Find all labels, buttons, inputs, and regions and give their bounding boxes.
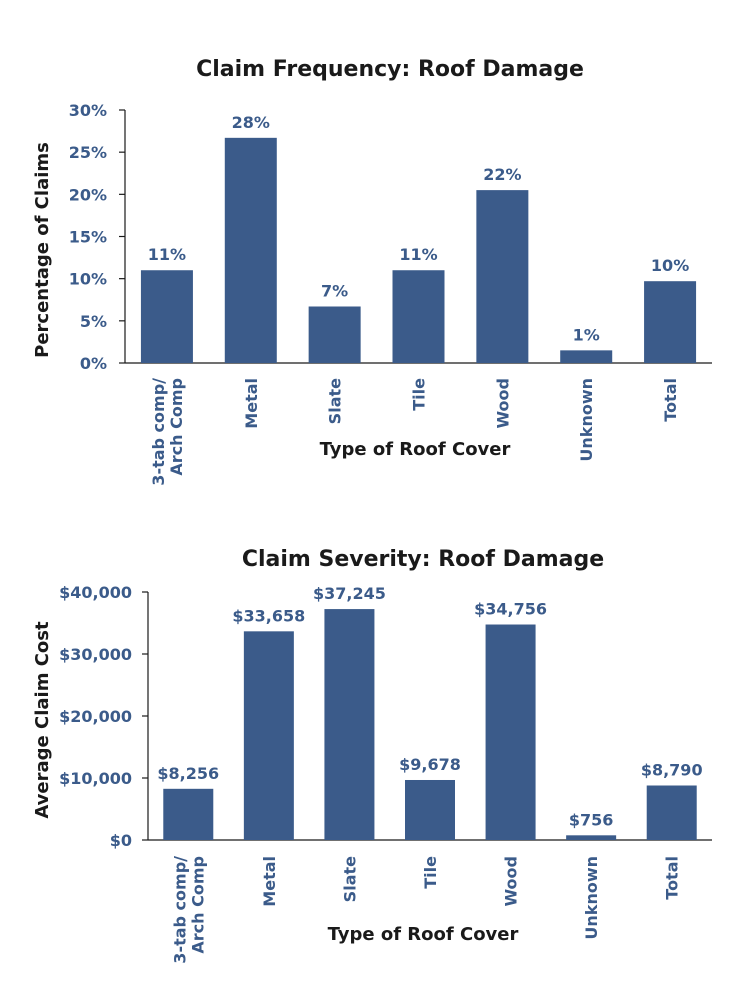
x-tick-label-line: Slate: [326, 378, 345, 424]
bar: [476, 190, 529, 363]
bar: [324, 609, 375, 840]
data-label: $9,678: [399, 755, 461, 774]
y-tick-label: $10,000: [59, 769, 132, 788]
x-tick-label-line: 3-tab comp/: [170, 856, 189, 964]
data-label: $8,256: [157, 764, 219, 783]
x-tick-label: 3-tab comp/Arch Comp: [149, 378, 186, 486]
bar: [224, 137, 277, 363]
data-label: 1%: [573, 325, 600, 344]
x-tick-label-line: 3-tab comp/: [149, 378, 168, 486]
x-axis-title: Type of Roof Cover: [328, 924, 519, 945]
x-tick-label-line: Metal: [242, 378, 261, 429]
bar: [392, 270, 445, 363]
data-label: 11%: [399, 245, 437, 264]
bar: [405, 779, 455, 840]
x-tick-label: Tile: [421, 856, 440, 889]
x-tick-label: Total: [661, 378, 680, 422]
bar: [566, 835, 617, 840]
x-tick-label: Wood: [493, 378, 512, 429]
chart-title: Claim Frequency: Roof Damage: [196, 57, 584, 82]
bar: [163, 788, 214, 840]
chart-title: Claim Severity: Roof Damage: [242, 547, 604, 572]
x-tick-label-line: Unknown: [582, 856, 601, 940]
data-label: 10%: [651, 256, 689, 275]
bar: [308, 306, 361, 363]
y-tick-label: 20%: [69, 185, 107, 204]
data-label: $8,790: [641, 761, 703, 780]
x-tick-label-line: Arch Comp: [188, 856, 207, 954]
x-tick-label: Wood: [502, 856, 521, 907]
y-tick-label: $30,000: [59, 645, 132, 664]
y-tick-label: 5%: [80, 312, 107, 331]
x-tick-label: Unknown: [577, 378, 596, 462]
x-axis-title: Type of Roof Cover: [320, 439, 511, 460]
data-label: 28%: [232, 113, 270, 132]
bar: [644, 281, 697, 363]
x-tick-label-line: Total: [661, 378, 680, 422]
x-tick-label-line: Arch Comp: [167, 378, 186, 476]
bar: [485, 624, 536, 840]
data-label: $37,245: [313, 584, 386, 603]
y-axis-title: Percentage of Claims: [32, 142, 53, 358]
data-label: $34,756: [474, 600, 547, 619]
y-tick-label: 15%: [69, 228, 107, 247]
x-tick-label-line: Wood: [493, 378, 512, 429]
x-tick-label: Metal: [242, 378, 261, 429]
severity-chart: Claim Severity: Roof Damage Type of Roof…: [32, 547, 712, 964]
y-tick-label: 25%: [69, 143, 107, 162]
x-tick-label-line: Tile: [410, 378, 429, 411]
x-tick-label: Total: [663, 856, 682, 900]
data-label: $33,658: [232, 606, 305, 625]
y-tick-label: 0%: [80, 354, 107, 373]
frequency-chart: Claim Frequency: Roof Damage Type of Roo…: [32, 57, 712, 486]
data-label: $756: [569, 810, 614, 829]
x-tick-label-line: Total: [663, 856, 682, 900]
x-tick-label: Tile: [410, 378, 429, 411]
x-tick-label: Unknown: [582, 856, 601, 940]
x-tick-label: 3-tab comp/Arch Comp: [170, 856, 207, 964]
data-label: 7%: [321, 281, 348, 300]
y-tick-label: $20,000: [59, 707, 132, 726]
y-tick-label: $40,000: [59, 583, 132, 602]
x-tick-label-line: Wood: [502, 856, 521, 907]
x-tick-label: Slate: [326, 378, 345, 424]
bar: [243, 631, 294, 840]
x-tick-label-line: Metal: [260, 856, 279, 907]
y-axis-title: Average Claim Cost: [32, 621, 53, 819]
y-tick-label: 30%: [69, 101, 107, 120]
bar: [140, 270, 193, 363]
data-label: 22%: [483, 165, 521, 184]
data-label: 11%: [148, 245, 186, 264]
x-tick-label: Slate: [340, 856, 359, 902]
y-tick-label: $0: [110, 831, 132, 850]
y-tick-label: 10%: [69, 270, 107, 289]
x-tick-label: Metal: [260, 856, 279, 907]
severity-marks: $0 $10,000 $20,000 $30,000 $40,000 $8,256 3-ta…: [59, 583, 712, 964]
x-tick-label-line: Tile: [421, 856, 440, 889]
frequency-marks: 0% 5% 10% 15% 20% 25% 30% 11% 3-tab comp/Arch Co…: [69, 101, 712, 486]
bar: [646, 785, 697, 840]
bar: [560, 350, 613, 363]
x-tick-label-line: Slate: [340, 856, 359, 902]
x-tick-label-line: Unknown: [577, 378, 596, 462]
